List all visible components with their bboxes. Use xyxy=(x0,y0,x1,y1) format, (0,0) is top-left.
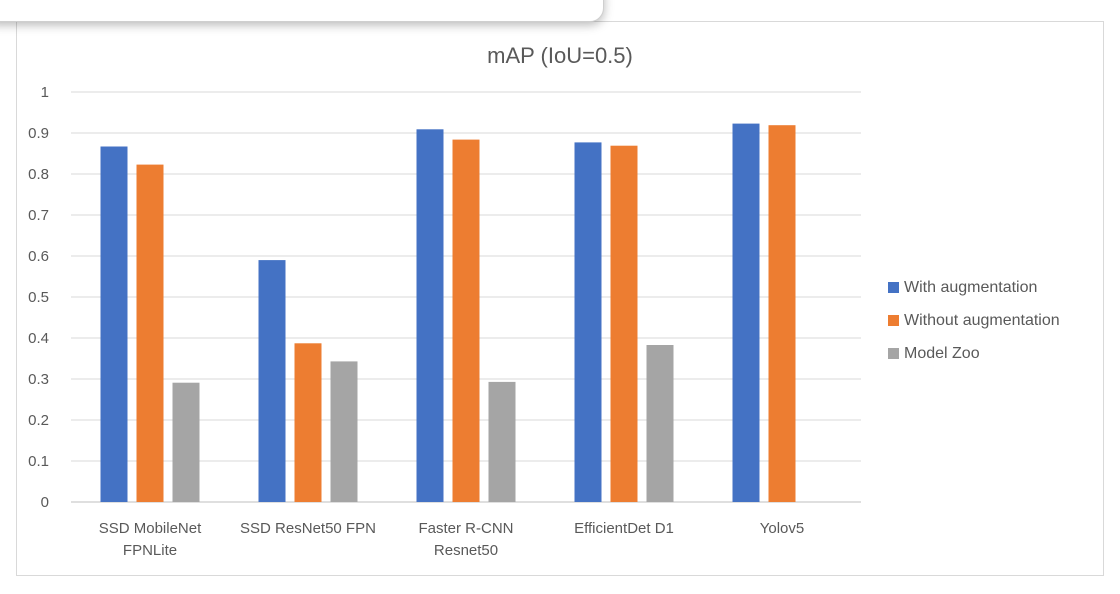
bar-with-augmentation[interactable] xyxy=(100,146,128,503)
y-tick-label: 0.7 xyxy=(28,207,49,224)
bar-without-augmentation[interactable] xyxy=(452,139,480,502)
bar-without-augmentation[interactable] xyxy=(610,145,638,502)
bar-without-augmentation[interactable] xyxy=(294,343,322,502)
bar-without-augmentation[interactable] xyxy=(768,125,796,502)
bar-with-augmentation[interactable] xyxy=(416,129,444,503)
bar-model-zoo[interactable] xyxy=(488,381,516,502)
legend-item-with-augmentation[interactable]: With augmentation xyxy=(888,279,1037,296)
y-tick-label: 0.5 xyxy=(28,289,49,306)
y-axis-tick-labels: 0 0.1 0.2 0.3 0.4 0.5 0.6 0.7 0.8 0.9 1 xyxy=(28,84,49,511)
bar-with-augmentation[interactable] xyxy=(258,260,286,502)
legend-item-without-augmentation[interactable]: Without augmentation xyxy=(888,312,1060,329)
legend-swatch xyxy=(888,282,899,293)
chart-title: mAP (IoU=0.5) xyxy=(487,43,633,68)
y-tick-label: 0.1 xyxy=(28,453,49,470)
x-tick-label: SSD ResNet50 FPN xyxy=(240,520,376,537)
legend: With augmentation Without augmentation Mod… xyxy=(888,279,1060,362)
y-tick-label: 0.6 xyxy=(28,248,49,265)
bar-without-augmentation[interactable] xyxy=(136,164,164,502)
legend-label: Model Zoo xyxy=(904,345,980,362)
legend-swatch xyxy=(888,315,899,326)
y-tick-label: 0.8 xyxy=(28,166,49,183)
x-tick-label: SSD MobileNet FPNLite xyxy=(99,520,202,559)
y-tick-label: 0.2 xyxy=(28,412,49,429)
legend-label: With augmentation xyxy=(904,279,1037,296)
bar-model-zoo[interactable] xyxy=(646,345,674,502)
y-tick-label: 0.4 xyxy=(28,330,49,347)
legend-label: Without augmentation xyxy=(904,312,1060,329)
bar-with-augmentation[interactable] xyxy=(732,123,760,502)
legend-item-model-zoo[interactable]: Model Zoo xyxy=(888,345,980,362)
bar-model-zoo[interactable] xyxy=(330,361,358,502)
x-tick-label: Faster R-CNN Resnet50 xyxy=(418,520,513,559)
y-tick-label: 0.9 xyxy=(28,125,49,142)
y-tick-label: 0.3 xyxy=(28,371,49,388)
legend-swatch xyxy=(888,348,899,359)
x-axis-tick-labels: SSD MobileNet FPNLite SSD ResNet50 FPN Fast… xyxy=(99,520,805,559)
bar-model-zoo[interactable] xyxy=(172,382,200,502)
y-tick-label: 0 xyxy=(41,494,49,511)
x-tick-label: EfficientDet D1 xyxy=(574,520,674,537)
top-panel xyxy=(0,0,604,22)
y-tick-label: 1 xyxy=(41,84,49,101)
bars xyxy=(100,123,796,503)
bar-with-augmentation[interactable] xyxy=(574,142,602,502)
x-tick-label: Yolov5 xyxy=(760,520,805,537)
